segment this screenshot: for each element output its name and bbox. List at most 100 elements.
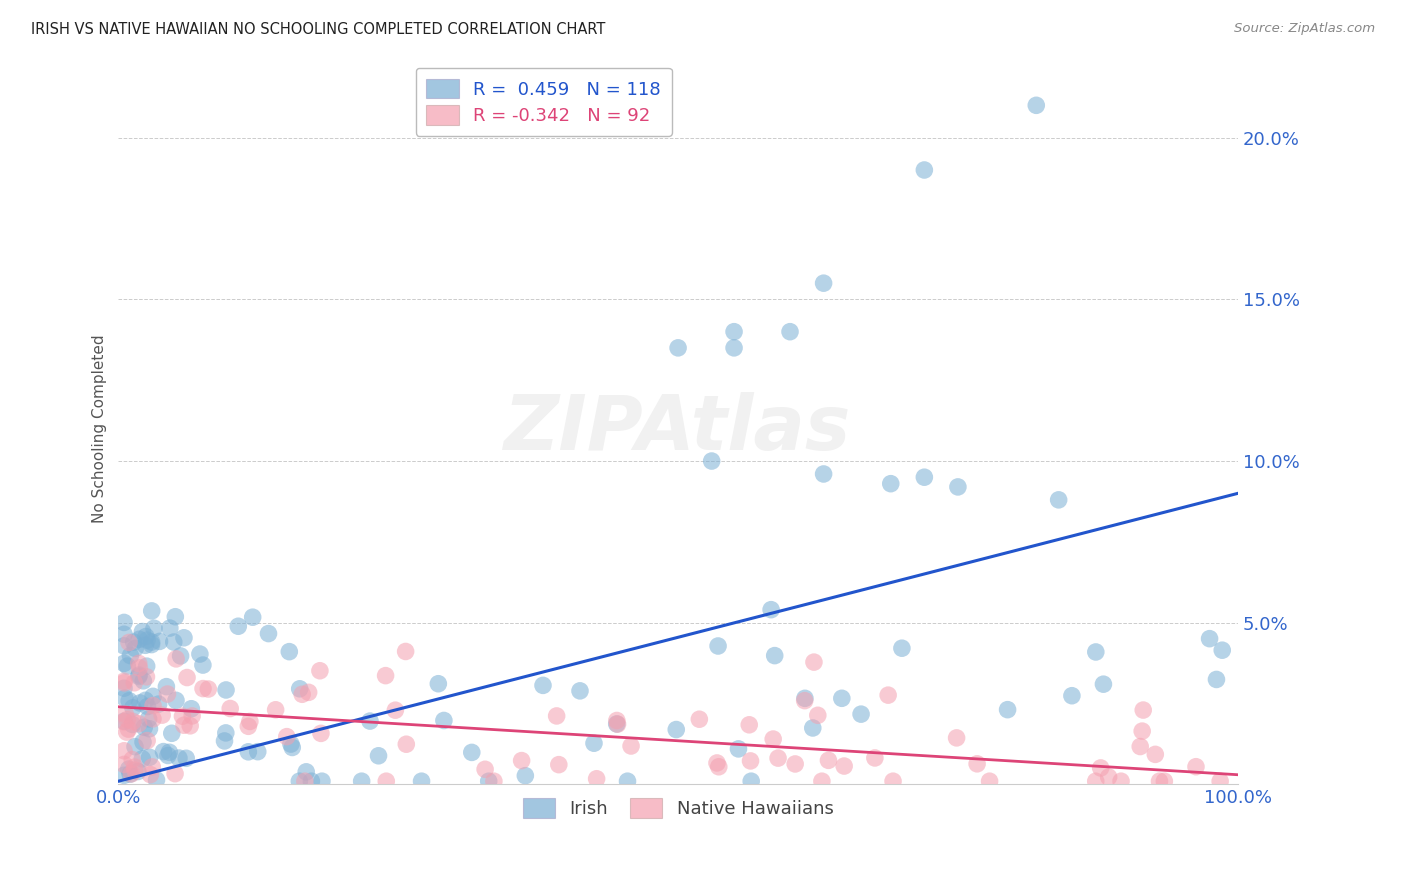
Point: [197, 681, 219, 696]
Point: [138, 750, 160, 764]
Point: [394, 644, 416, 658]
Point: [128, 669, 150, 683]
Point: [298, 685, 321, 699]
Point: [276, 730, 298, 744]
Point: [1109, 774, 1132, 789]
Point: [120, 648, 142, 663]
Point: [155, 680, 177, 694]
Point: [112, 657, 135, 671]
Point: [173, 718, 195, 732]
Point: [112, 676, 135, 690]
Point: [148, 634, 170, 648]
Point: [165, 609, 187, 624]
Point: [759, 602, 782, 616]
Point: [763, 648, 786, 663]
Point: [1129, 739, 1152, 754]
Point: [707, 760, 730, 774]
Point: [280, 737, 302, 751]
Point: [112, 627, 135, 641]
Point: [145, 772, 167, 787]
Point: [811, 774, 834, 789]
Y-axis label: No Schooling Completed: No Schooling Completed: [93, 334, 107, 523]
Point: [117, 713, 139, 727]
Point: [1025, 98, 1047, 112]
Point: [132, 735, 155, 749]
Point: [997, 703, 1019, 717]
Point: [120, 767, 142, 781]
Point: [863, 751, 886, 765]
Point: [135, 630, 157, 644]
Point: [141, 635, 163, 649]
Point: [160, 726, 183, 740]
Point: [546, 709, 568, 723]
Point: [882, 774, 904, 789]
Point: [134, 638, 156, 652]
Point: [309, 664, 332, 678]
Point: [912, 470, 935, 484]
Point: [156, 748, 179, 763]
Point: [912, 163, 935, 178]
Point: [762, 732, 785, 747]
Point: [128, 657, 150, 671]
Point: [384, 703, 406, 717]
Point: [569, 683, 592, 698]
Point: [163, 635, 186, 649]
Point: [309, 726, 332, 740]
Point: [979, 774, 1001, 789]
Point: [136, 633, 159, 648]
Legend: Irish, Native Hawaiians: Irish, Native Hawaiians: [516, 791, 841, 825]
Point: [585, 772, 607, 786]
Point: [157, 745, 180, 759]
Point: [849, 707, 872, 722]
Point: [793, 693, 815, 707]
Point: [128, 716, 150, 731]
Point: [707, 639, 730, 653]
Point: [666, 341, 689, 355]
Point: [124, 763, 146, 777]
Point: [118, 635, 141, 649]
Point: [117, 659, 139, 673]
Point: [128, 661, 150, 675]
Point: [246, 745, 269, 759]
Point: [120, 767, 142, 781]
Point: [723, 341, 745, 355]
Point: [114, 691, 136, 706]
Point: [766, 751, 789, 765]
Point: [135, 670, 157, 684]
Point: [112, 681, 135, 696]
Point: [112, 615, 135, 630]
Point: [461, 746, 484, 760]
Point: [1144, 747, 1167, 762]
Point: [1209, 774, 1232, 789]
Point: [515, 769, 537, 783]
Point: [141, 760, 163, 774]
Point: [114, 707, 136, 722]
Text: ZIPAtlas: ZIPAtlas: [505, 392, 852, 466]
Point: [706, 756, 728, 770]
Point: [616, 774, 638, 789]
Point: [152, 745, 174, 759]
Point: [141, 638, 163, 652]
Point: [142, 712, 165, 726]
Point: [238, 719, 260, 733]
Point: [531, 678, 554, 692]
Point: [165, 652, 187, 666]
Point: [946, 480, 969, 494]
Point: [129, 696, 152, 710]
Point: [238, 745, 260, 759]
Point: [547, 757, 569, 772]
Point: [128, 668, 150, 682]
Point: [180, 702, 202, 716]
Point: [138, 722, 160, 736]
Point: [239, 714, 262, 729]
Point: [112, 757, 135, 772]
Point: [264, 703, 287, 717]
Point: [395, 737, 418, 751]
Point: [191, 658, 214, 673]
Point: [813, 276, 835, 290]
Point: [803, 655, 825, 669]
Point: [226, 619, 249, 633]
Point: [214, 734, 236, 748]
Point: [1092, 677, 1115, 691]
Point: [176, 671, 198, 685]
